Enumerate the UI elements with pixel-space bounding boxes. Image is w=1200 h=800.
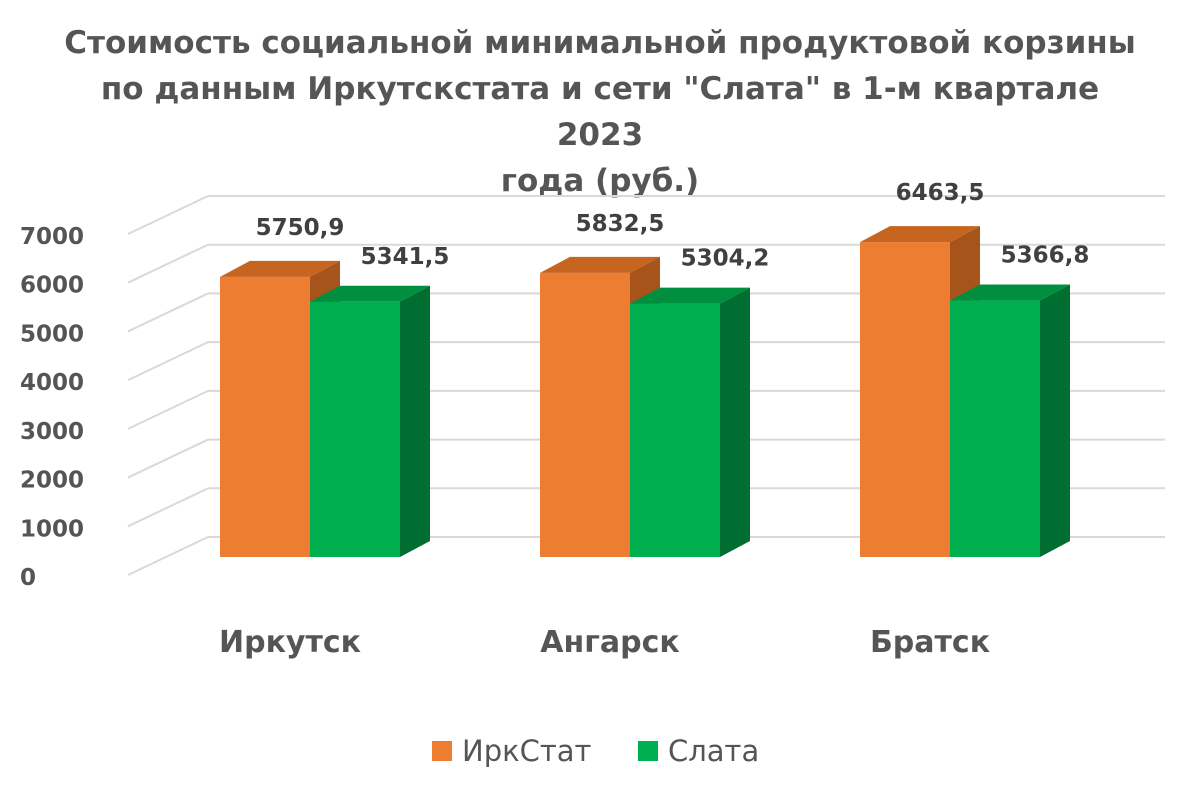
bar-top-face <box>540 256 660 273</box>
y-tick-label: 0 <box>20 565 36 591</box>
bar-irkstat-0 <box>220 276 310 557</box>
bar-top-face <box>860 226 980 243</box>
gridline-depth <box>127 536 209 576</box>
bar-irkstat-2 <box>860 242 950 558</box>
data-label: 5750,9 <box>256 215 345 241</box>
data-label: 6463,5 <box>896 180 985 206</box>
bar-side-face <box>1040 284 1070 557</box>
bar-top-face <box>310 285 430 302</box>
bar-top-face <box>630 287 750 304</box>
bar-slata-0 <box>310 301 400 557</box>
chart-title: Стоимость социальной минимальной продукт… <box>60 20 1140 204</box>
gridline-depth <box>127 243 209 284</box>
gridline-depth <box>127 487 209 528</box>
x-category-label: Братск <box>870 625 990 660</box>
bar-irkstat-1 <box>540 272 630 557</box>
legend: ИркСтат Слата <box>432 734 759 768</box>
y-tick-label: 3000 <box>20 419 84 445</box>
bar-top-face <box>220 260 340 277</box>
y-tick-label: 1000 <box>20 516 84 542</box>
data-labels: 5750,9 5341,5 5832,5 5304,2 6463,5 5366,8 <box>256 180 1090 271</box>
y-tick-label: 5000 <box>20 321 84 347</box>
gridline-depth <box>127 341 209 382</box>
data-label: 5832,5 <box>576 211 665 237</box>
gridline-depth <box>127 292 209 333</box>
data-label: 5341,5 <box>361 244 450 270</box>
chart-title-line-2: по данным Иркутскстата и сети "Слата" в … <box>100 71 1100 153</box>
gridline-depth <box>127 195 209 235</box>
legend-label: ИркСтат <box>462 734 592 768</box>
legend-label: Слата <box>668 734 759 768</box>
bar-slata-1 <box>630 303 720 557</box>
y-tick-label: 7000 <box>20 224 84 250</box>
gridline-depth <box>127 438 209 479</box>
legend-swatch <box>638 741 658 761</box>
chart-title-line-3: года (руб.) <box>500 163 700 199</box>
bar-side-face <box>720 287 750 557</box>
x-category-label: Ангарск <box>540 625 679 660</box>
chart-title-line-1: Стоимость социальной минимальной продукт… <box>64 25 1136 61</box>
gridline-depth <box>127 389 209 430</box>
bar-slata-2 <box>950 300 1040 557</box>
data-label: 5366,8 <box>1001 243 1090 269</box>
bar-side-face <box>400 285 430 557</box>
bar-top-face <box>950 284 1070 301</box>
bars <box>220 226 1070 558</box>
y-tick-label: 6000 <box>20 273 84 299</box>
x-category-label: Иркутск <box>219 625 361 660</box>
data-label: 5304,2 <box>681 246 770 272</box>
legend-swatch <box>432 741 452 761</box>
y-tick-label: 4000 <box>20 370 84 396</box>
y-tick-label: 2000 <box>20 468 84 494</box>
